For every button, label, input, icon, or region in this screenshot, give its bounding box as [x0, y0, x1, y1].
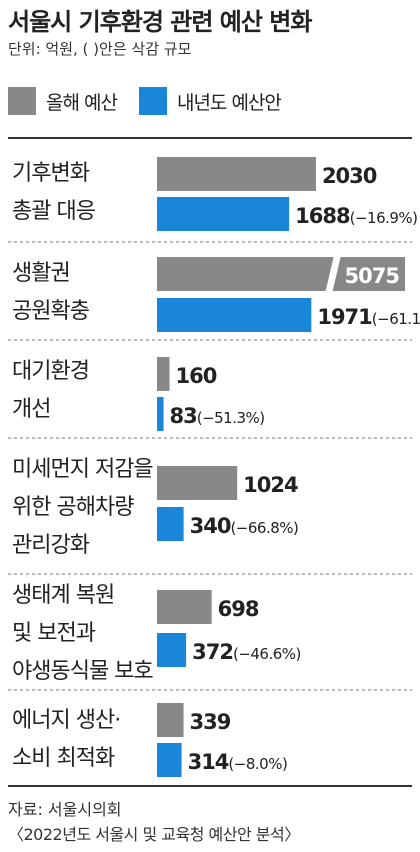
- bar-current: [157, 257, 405, 291]
- value-label-next: 340(−66.8%): [190, 514, 299, 538]
- category-label: 야생동식물 보호: [12, 659, 153, 684]
- bar-current: [157, 703, 184, 737]
- bar-next: [157, 743, 182, 777]
- legend-item-next: 내년도 예산안: [138, 87, 282, 115]
- bar-next: [157, 197, 290, 231]
- bar-current: [157, 157, 316, 191]
- report-note: 〈2022년도 서울시 및 교육청 예산안 분석〉: [8, 825, 300, 844]
- category-label: 생활권: [12, 261, 70, 286]
- category-label: 위한 공해차량: [12, 495, 134, 520]
- legend: 올해 예산 내년도 예산안: [8, 86, 303, 116]
- value-label-current: 698: [218, 597, 259, 621]
- chart-title: 서울시 기후환경 관련 예산 변화: [8, 8, 312, 36]
- bar-current: [157, 466, 238, 500]
- category-label: 및 보전과: [12, 621, 96, 646]
- value-label-current: 160: [176, 364, 217, 388]
- category-label: 공원확충: [12, 299, 90, 324]
- value-label-next: 314(−8.0%): [188, 750, 288, 774]
- axis-break-mark: [325, 257, 341, 291]
- source-note: 자료: 서울시의회: [8, 800, 122, 819]
- value-label-next: 372(−46.6%): [192, 640, 301, 664]
- category-label: 생태계 복원: [12, 583, 114, 608]
- bar-current: [157, 590, 212, 624]
- category-label: 미세먼지 저감을: [12, 457, 153, 482]
- value-label-next: 83(−51.3%): [169, 404, 264, 428]
- legend-item-current: 올해 예산: [8, 87, 118, 115]
- chart-subtitle: 단위: 억원, ( )안은 삭감 규모: [8, 40, 192, 58]
- value-label-current: 1024: [243, 473, 298, 497]
- value-label-current: 2030: [322, 164, 377, 188]
- category-label: 총괄 대응: [12, 199, 96, 224]
- category-label: 개선: [12, 397, 50, 422]
- category-label: 대기환경: [12, 359, 89, 384]
- bar-current: [157, 357, 170, 391]
- value-label-current: 5075: [345, 264, 400, 288]
- legend-swatch-next: [138, 87, 167, 115]
- legend-label-current: 올해 예산: [46, 91, 118, 114]
- bar-next: [157, 298, 312, 332]
- value-label-current: 339: [190, 710, 231, 734]
- legend-label-next: 내년도 예산안: [176, 91, 282, 114]
- bar-next: [157, 507, 184, 541]
- category-label: 소비 최적화: [12, 746, 115, 771]
- bar-next: [157, 633, 187, 667]
- category-label: 기후변화: [12, 161, 90, 186]
- bar-next: [157, 397, 164, 431]
- value-label-next: 1688(−16.9%): [295, 204, 417, 228]
- legend-swatch-current: [8, 87, 36, 115]
- category-label: 에너지 생산·: [12, 708, 120, 733]
- top-rule: [8, 137, 412, 139]
- value-label-next: 1971(−61.1%): [317, 305, 420, 329]
- category-label: 관리강화: [12, 533, 90, 558]
